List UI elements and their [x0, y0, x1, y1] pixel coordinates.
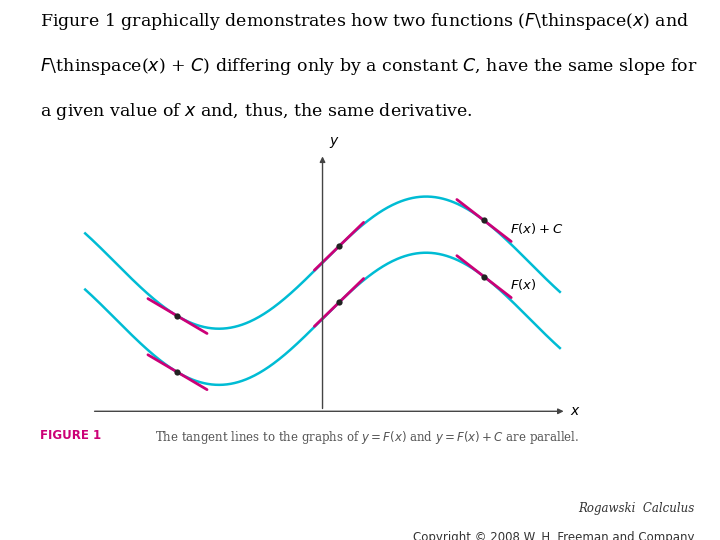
Text: $F(x) + C$: $F(x) + C$ — [510, 221, 564, 235]
Text: a given value of $x$ and, thus, the same derivative.: a given value of $x$ and, thus, the same… — [40, 101, 472, 122]
Text: $y$: $y$ — [329, 136, 340, 150]
Text: The tangent lines to the graphs of $y = F(x)$ and $y = F(x) + C$ are parallel.: The tangent lines to the graphs of $y = … — [155, 429, 579, 447]
Text: Copyright © 2008 W. H. Freeman and Company: Copyright © 2008 W. H. Freeman and Compa… — [413, 531, 695, 540]
Text: $F(x)$: $F(x)$ — [510, 277, 537, 292]
Text: Figure 1 graphically demonstrates how two functions ($F$\thinspace($x$) and: Figure 1 graphically demonstrates how tw… — [40, 11, 689, 32]
Text: $x$: $x$ — [570, 404, 580, 418]
Text: Rogawski  Calculus: Rogawski Calculus — [579, 502, 695, 515]
Text: $F$\thinspace($x$) + $C$) differing only by a constant $C$, have the same slope : $F$\thinspace($x$) + $C$) differing only… — [40, 56, 698, 77]
Text: FIGURE 1: FIGURE 1 — [40, 429, 101, 442]
